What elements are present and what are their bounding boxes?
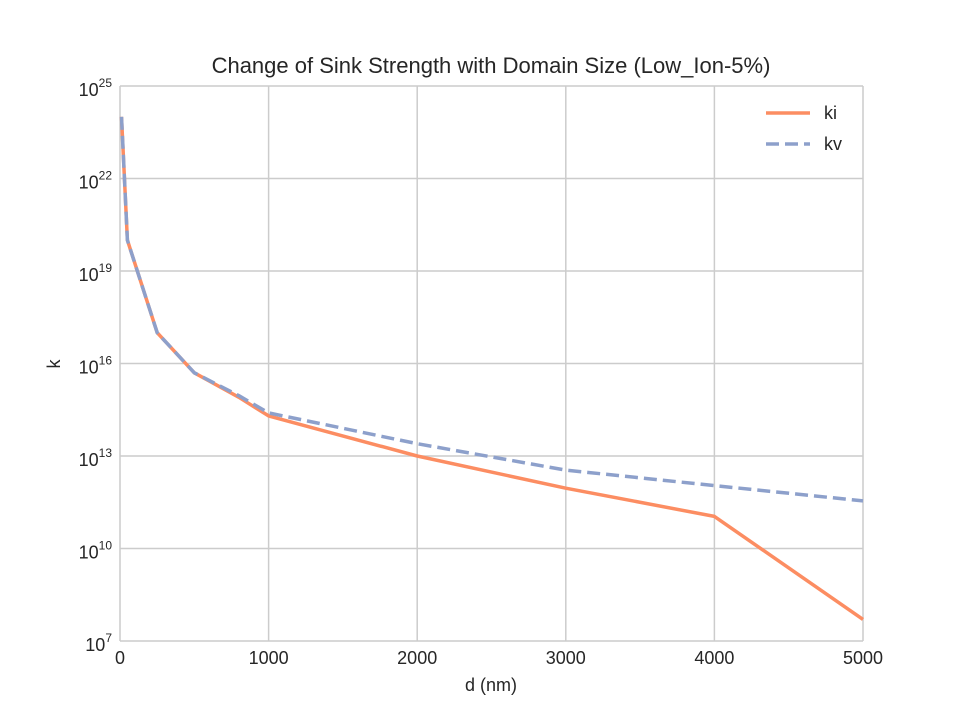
legend: ki kv xyxy=(766,103,842,154)
series-group xyxy=(119,116,864,621)
x-tick-label: 2000 xyxy=(397,648,437,668)
x-tick-label: 3000 xyxy=(546,648,586,668)
y-tick-label: 1013 xyxy=(79,446,113,470)
grid xyxy=(119,85,864,642)
x-tick-label: 4000 xyxy=(694,648,734,668)
x-tick-labels: 0 1000 2000 3000 4000 5000 xyxy=(115,648,883,668)
legend-label-ki: ki xyxy=(824,103,837,123)
y-tick-label: 1022 xyxy=(79,169,113,193)
x-tick-label: 5000 xyxy=(843,648,883,668)
x-tick-label: 0 xyxy=(115,648,125,668)
y-tick-label: 1010 xyxy=(79,539,113,563)
y-tick-labels: 107 1010 1013 1016 1019 1022 1025 xyxy=(79,76,113,655)
chart-title: Change of Sink Strength with Domain Size… xyxy=(212,53,771,78)
y-tick-label: 1025 xyxy=(79,76,113,100)
x-tick-label: 1000 xyxy=(249,648,289,668)
y-tick-label: 107 xyxy=(85,631,112,655)
y-tick-label: 1016 xyxy=(79,354,113,378)
x-axis-label: d (nm) xyxy=(465,675,517,695)
legend-label-kv: kv xyxy=(824,134,842,154)
y-tick-label: 1019 xyxy=(79,261,113,285)
y-axis-label: k xyxy=(44,359,64,369)
series-line-kv xyxy=(119,116,864,503)
